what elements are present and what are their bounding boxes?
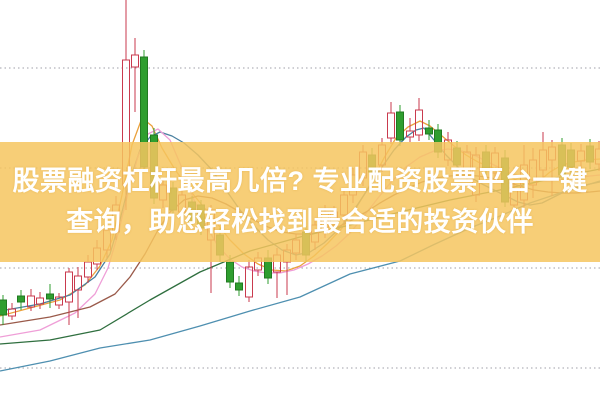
up-candle bbox=[84, 261, 92, 278]
banner-text-line-1: 股票融资杠杆最高几倍? 专业配资股票平台一键 bbox=[12, 166, 588, 196]
up-candle bbox=[55, 296, 63, 306]
down-candle bbox=[425, 127, 433, 135]
up-candle bbox=[8, 308, 16, 317]
up-candle bbox=[36, 297, 44, 305]
down-candle bbox=[235, 282, 243, 291]
up-candle bbox=[406, 130, 414, 138]
promo-banner[interactable]: 股票融资杠杆最高几倍? 专业配资股票平台一键 查询，助您轻松找到最合适的投资伙伴 bbox=[0, 142, 600, 262]
down-candle bbox=[0, 299, 7, 316]
down-candle bbox=[46, 293, 54, 300]
up-candle bbox=[74, 275, 82, 291]
up-candle bbox=[245, 266, 253, 298]
down-candle bbox=[226, 261, 234, 283]
up-candle bbox=[415, 109, 423, 136]
up-candle bbox=[27, 295, 35, 308]
down-candle bbox=[17, 295, 25, 303]
down-candle bbox=[396, 111, 404, 141]
up-candle bbox=[387, 112, 395, 139]
up-candle bbox=[65, 271, 73, 303]
up-candle bbox=[131, 54, 139, 68]
banner-text-line-2: 查询，助您轻松找到最合适的投资伙伴 bbox=[66, 207, 534, 237]
